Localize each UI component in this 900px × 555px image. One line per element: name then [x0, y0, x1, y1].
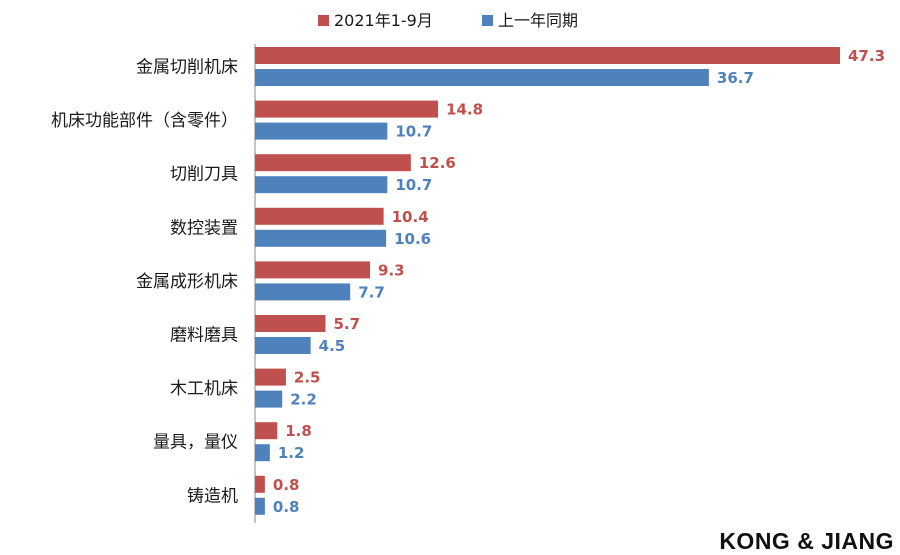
value-label-current-5: 5.7: [333, 315, 360, 333]
category-label-1: 机床功能部件（含零件）: [51, 111, 238, 131]
bar-prior-8: [255, 497, 265, 515]
legend-swatch-0: [318, 15, 329, 26]
value-label-current-3: 10.4: [392, 208, 429, 226]
category-label-0: 金属切削机床: [136, 58, 238, 78]
bar-prior-7: [255, 444, 270, 462]
bar-current-3: [255, 207, 384, 225]
bar-current-4: [255, 261, 371, 279]
bar-prior-1: [255, 122, 388, 140]
bar-prior-3: [255, 229, 387, 247]
value-label-prior-8: 0.8: [273, 498, 300, 516]
category-label-8: 铸造机: [187, 486, 238, 506]
value-label-prior-2: 10.7: [395, 176, 432, 194]
category-label-4: 金属成形机床: [136, 272, 238, 292]
bar-current-1: [255, 100, 439, 118]
value-label-prior-5: 4.5: [319, 337, 346, 355]
legend-swatch-1: [482, 15, 493, 26]
bar-prior-5: [255, 337, 311, 354]
bar-prior-6: [255, 390, 283, 408]
category-label-6: 木工机床: [170, 379, 238, 399]
value-label-prior-7: 1.2: [278, 444, 305, 462]
value-label-prior-3: 10.6: [394, 230, 431, 248]
bar-current-8: [255, 475, 265, 493]
legend-label-0: 2021年1-9月: [334, 11, 433, 30]
bar-current-7: [255, 422, 278, 440]
bar-prior-2: [255, 176, 388, 194]
bar-prior-0: [255, 69, 709, 86]
category-label-5: 磨料磨具: [170, 326, 238, 346]
bar-prior-4: [255, 283, 351, 301]
value-label-current-2: 12.6: [419, 154, 456, 172]
value-label-current-8: 0.8: [273, 476, 300, 494]
value-label-current-7: 1.8: [285, 422, 312, 440]
bar-current-6: [255, 368, 286, 386]
value-label-current-4: 9.3: [378, 261, 405, 279]
category-label-3: 数控装置: [170, 218, 238, 238]
category-label-2: 切削刀具: [170, 165, 238, 185]
bar-current-5: [255, 315, 326, 332]
bar-current-0: [255, 47, 840, 64]
value-label-current-6: 2.5: [294, 369, 321, 387]
value-label-current-1: 14.8: [446, 101, 483, 119]
bar-current-2: [255, 154, 411, 172]
legend-label-1: 上一年同期: [498, 11, 578, 30]
value-label-current-0: 47.3: [848, 47, 885, 65]
value-label-prior-1: 10.7: [395, 123, 432, 141]
value-label-prior-6: 2.2: [290, 391, 317, 409]
watermark: KONG & JIANG: [719, 528, 894, 554]
value-label-prior-0: 36.7: [717, 69, 754, 87]
category-label-7: 量具，量仪: [153, 433, 238, 453]
value-label-prior-4: 7.7: [358, 283, 385, 301]
